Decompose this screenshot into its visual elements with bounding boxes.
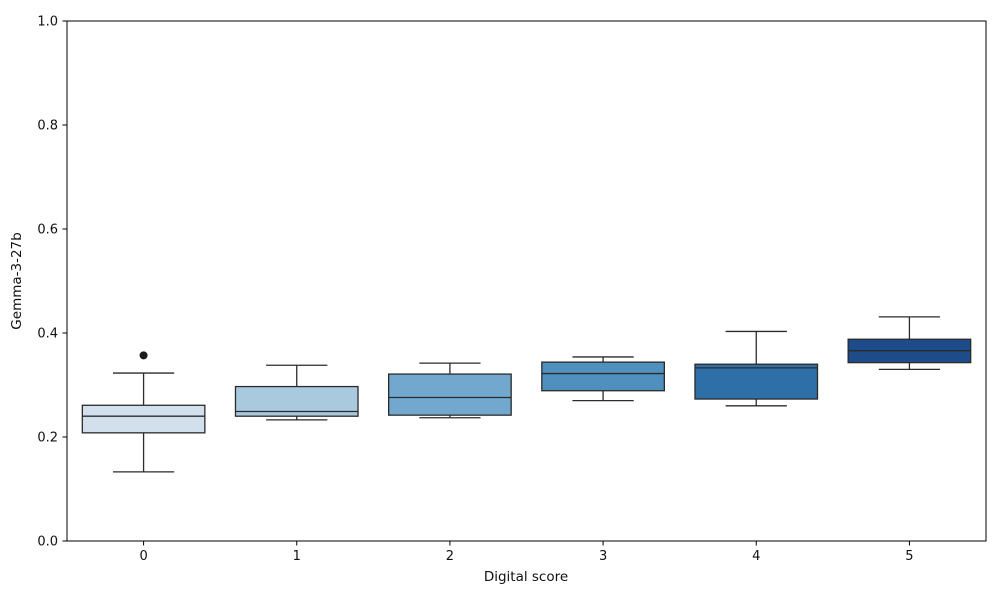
y-tick-label: 0.4: [37, 327, 58, 342]
box: [541, 361, 665, 392]
y-tick-label: 0.2: [37, 431, 58, 446]
x-tick-label: 3: [599, 549, 607, 564]
y-tick-label: 0.6: [37, 223, 58, 238]
box: [387, 373, 512, 416]
plot-frame: [66, 20, 987, 542]
y-tick-label: 1.0: [37, 15, 58, 30]
box: [81, 404, 206, 434]
box-group: [234, 364, 359, 421]
x-tick-label: 2: [446, 549, 454, 564]
x-tick-label: 4: [752, 549, 760, 564]
x-axis-title: Digital score: [484, 569, 568, 585]
box-group: [847, 316, 972, 371]
outlier-point: [139, 351, 148, 360]
box-group: [694, 330, 819, 407]
x-tick-label: 0: [139, 549, 147, 564]
box: [694, 363, 819, 400]
box-group: [387, 362, 512, 419]
y-axis-title: Gemma-3-27b: [9, 232, 25, 329]
box-group: [81, 351, 206, 473]
box-group: [541, 356, 665, 402]
y-tick-label: 0.0: [37, 535, 58, 550]
x-tick-label: 5: [905, 549, 913, 564]
x-tick-label: 1: [293, 549, 301, 564]
y-tick-label: 0.8: [37, 119, 58, 134]
